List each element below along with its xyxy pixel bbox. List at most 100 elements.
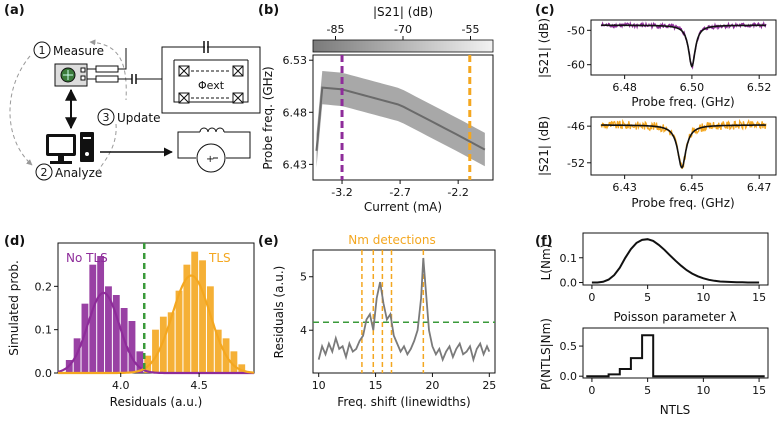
d-hist-bar — [214, 329, 222, 373]
b-xtick-label: -3.2 — [331, 186, 352, 199]
computer-icon — [46, 132, 94, 164]
c-bottom-xtick-label: 6.45 — [680, 181, 705, 194]
e-xtick-label: 20 — [425, 379, 439, 392]
d-hist-bar — [136, 351, 144, 373]
colorbar-tick-label: -85 — [327, 23, 345, 36]
squid-circuit: Φext — [161, 41, 261, 114]
f-bottom-frame — [582, 327, 769, 379]
e-xtick-label: 15 — [369, 379, 383, 392]
inductor-icon — [199, 127, 225, 133]
colorbar-tick-label: -55 — [462, 23, 480, 36]
josephson-junction-icon — [178, 65, 244, 104]
c-top-ytick-label: -50 — [567, 24, 585, 37]
panel-f: (f) 0 5 10 15 0.1 0.0 L(Nm) Poisson parameter… — [535, 232, 769, 417]
f-bottom-ytick-label: 0.0 — [560, 370, 578, 383]
panel-c-label: (c) — [535, 3, 555, 18]
b-xtick-label: -2.2 — [447, 186, 468, 199]
d-gaussian-fit — [58, 274, 255, 375]
cable-icon — [95, 65, 119, 73]
b-ylabel: Probe freq. (GHz) — [261, 66, 275, 169]
c-top-xlabel: Probe freq. (GHz) — [631, 95, 734, 109]
d-hist-bar — [144, 355, 152, 373]
panel-b: (b) |S21| (dB) -85 -70 -55 Probe freq. (GH… — [258, 3, 494, 214]
c-top-ylabel: |S21| (dB) — [537, 18, 551, 78]
colorbar-tick-label: -70 — [394, 23, 412, 36]
f-top-xtick-label: 15 — [752, 291, 766, 304]
d-hist-bar — [105, 286, 112, 373]
svg-text:+: + — [206, 154, 214, 165]
f-bottom-ytick-label: 0.5 — [560, 340, 578, 353]
panel-f-label: (f) — [535, 234, 553, 249]
f-top-ytick-label: 0.1 — [560, 252, 578, 265]
c-top-fit-line — [601, 24, 766, 68]
colorbar — [312, 39, 494, 53]
step1-number: 1 — [39, 44, 46, 57]
d-hist-bar — [230, 351, 238, 373]
panel-a: (a) 1 Measure 2 Analyze 3 Update — [4, 3, 261, 181]
d-gaussian-fit — [57, 291, 254, 375]
d-hist-bar — [175, 290, 183, 373]
loop-arrow-right — [89, 39, 127, 101]
d-hist-bar — [152, 329, 159, 373]
d-hist-bar — [112, 295, 120, 373]
c-top-xtick-label: 6.52 — [747, 81, 772, 94]
step3-label: Update — [117, 111, 160, 125]
d-xtick-label: 4.5 — [190, 379, 208, 392]
e-title: Nm detections — [348, 233, 435, 247]
panel-d: (d) 4.0 4.5 0.2 0.1 0.0 No TLS TLS Simulated… — [4, 234, 255, 409]
e-xtick-label: 10 — [312, 379, 326, 392]
step1-label: Measure — [53, 44, 104, 58]
step1-circle — [33, 41, 51, 59]
f-top-ytick-label: 0.0 — [560, 277, 578, 290]
current-source-icon — [196, 143, 226, 173]
loop-arrow-left — [9, 55, 33, 166]
d-hist-bar — [183, 264, 191, 373]
loop-arrow-update — [97, 123, 117, 173]
colorbar-label: |S21| (dB) — [373, 5, 433, 19]
panel-e-label: (e) — [258, 234, 279, 249]
flux-label: Φext — [198, 79, 225, 92]
b-xlabel: Current (mA) — [364, 200, 442, 214]
f-top-ylabel: L(Nm) — [539, 244, 553, 281]
panel-b-label: (b) — [258, 3, 279, 18]
f-bottom-xlabel: NTLS — [660, 403, 691, 417]
d-hist-bar — [97, 256, 105, 373]
e-xtick-label: 25 — [482, 379, 496, 392]
c-top-frame — [590, 19, 777, 76]
e-ylabel: Residuals (a.u.) — [272, 266, 286, 359]
step2-circle — [35, 163, 53, 181]
c-bottom-ytick-label: -52 — [567, 157, 585, 170]
c-bottom-data-trace — [600, 118, 767, 170]
f-bottom-xtick-label: 5 — [644, 384, 651, 397]
c-top-ytick-label: -60 — [567, 59, 585, 72]
d-ytick-label: 0.0 — [35, 367, 53, 380]
c-bottom-ytick-label: -46 — [567, 120, 585, 133]
f-posterior-step — [586, 334, 765, 378]
resonance-line — [315, 86, 486, 151]
c-bottom-xtick-label: 6.43 — [612, 181, 637, 194]
d-hist-bar — [167, 312, 175, 373]
d-hist-bar — [128, 321, 136, 373]
d-xtick-label: 4.0 — [112, 379, 130, 392]
c-top-xtick-label: 6.48 — [612, 81, 637, 94]
f-top-xtick-label: 0 — [588, 291, 595, 304]
e-ytick-label: 4 — [300, 324, 307, 337]
e-ytick-label: 5 — [300, 271, 307, 284]
d-hist-bar — [159, 316, 167, 373]
panel-c: (c) 6.48 6.50 6.52 -50 -60 |S21| (dB) Probe … — [535, 3, 777, 210]
c-top-xtick-label: 6.50 — [680, 81, 705, 94]
b-ytick-label: 6.53 — [283, 54, 308, 67]
step3-number: 3 — [103, 111, 110, 124]
c-bottom-ylabel: |S21| (dB) — [537, 116, 551, 176]
step2-label: Analyze — [55, 166, 102, 180]
d-hist-bar — [191, 251, 199, 373]
d-hist-bar — [206, 286, 214, 373]
c-bottom-fit-line — [601, 124, 766, 169]
f-likelihood-line — [591, 238, 760, 284]
d-hist-bar — [81, 303, 89, 373]
f-bottom-xtick-label: 15 — [752, 384, 766, 397]
e-residual-trace — [317, 257, 491, 363]
b-ytick-label: 6.48 — [283, 106, 308, 119]
d-hist-bar — [89, 264, 97, 373]
